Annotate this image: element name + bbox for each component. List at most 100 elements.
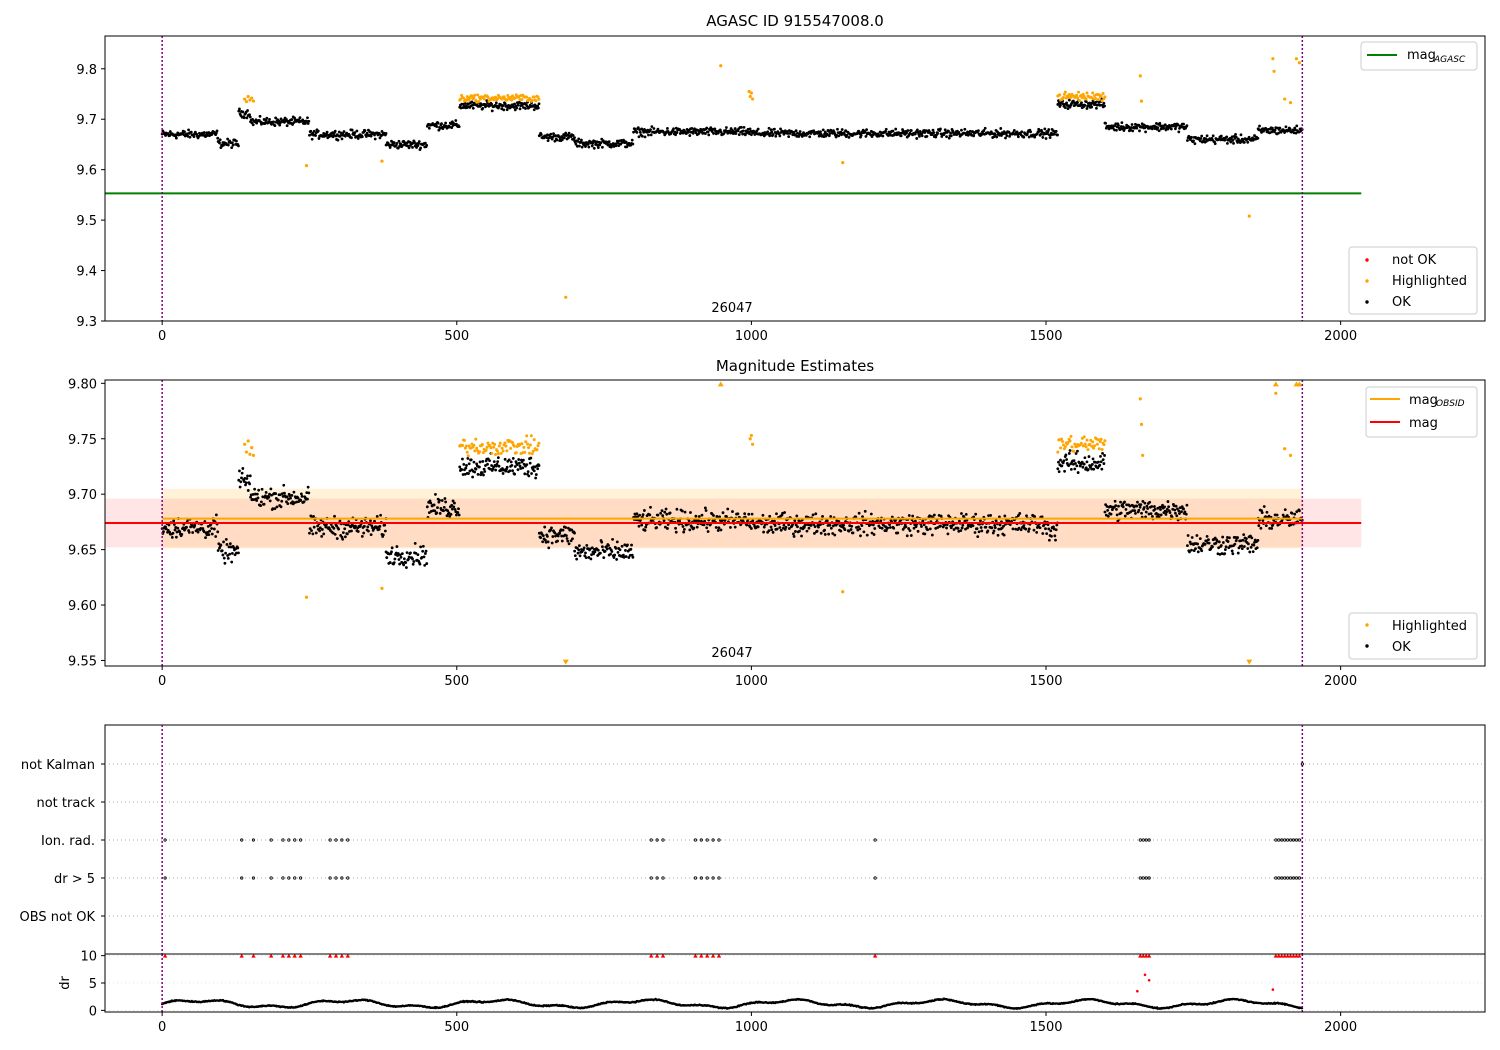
- ok-point: [756, 127, 760, 131]
- ok-point: [864, 135, 868, 138]
- ok-point: [748, 127, 752, 131]
- ok-point: [932, 513, 936, 517]
- highlighted-point: [1288, 100, 1293, 105]
- highlighted-point: [1094, 97, 1098, 101]
- ok-point: [216, 136, 220, 140]
- ok-point: [939, 524, 942, 528]
- ok-point: [1174, 511, 1177, 515]
- ok-point: [590, 144, 594, 148]
- ok-point: [248, 474, 252, 478]
- ok-point: [845, 133, 849, 137]
- ok-point: [1155, 512, 1158, 515]
- ok-point: [1063, 469, 1066, 473]
- ok-point: [648, 513, 652, 517]
- ok-point: [685, 132, 688, 135]
- ok-point: [1119, 500, 1122, 504]
- ok-point: [724, 126, 728, 129]
- ok-point: [607, 544, 610, 547]
- ok-point: [1183, 510, 1187, 514]
- ok-point: [1100, 467, 1104, 471]
- ok-point: [1198, 537, 1202, 540]
- flag-point: [163, 876, 167, 880]
- ok-point: [1141, 500, 1145, 503]
- ok-point: [166, 132, 170, 135]
- ok-point: [306, 485, 310, 489]
- ok-point: [356, 530, 360, 533]
- ok-point: [302, 119, 306, 123]
- ok-point: [1069, 467, 1073, 471]
- ok-point: [734, 132, 738, 135]
- ok-point: [457, 507, 460, 511]
- flag-point: [1138, 876, 1142, 880]
- agasc-data: [105, 36, 1362, 321]
- ok-point: [577, 548, 581, 552]
- ok-point: [634, 515, 637, 519]
- ok-point: [1221, 541, 1225, 544]
- ok-point: [436, 121, 440, 125]
- ok-point: [541, 534, 545, 538]
- ok-point: [721, 511, 725, 515]
- ok-point: [332, 526, 336, 530]
- ok-point: [390, 550, 393, 554]
- ok-point: [1185, 124, 1189, 128]
- ok-point: [532, 469, 536, 473]
- highlighted-point: [505, 98, 509, 102]
- ok-point: [273, 124, 277, 128]
- flag-point: [693, 838, 698, 842]
- ok-point: [975, 527, 979, 531]
- ok-point: [886, 526, 889, 530]
- ok-point: [356, 137, 360, 140]
- x-tick-label: 2000: [1324, 674, 1357, 689]
- ok-point: [642, 509, 646, 512]
- ok-point: [490, 109, 494, 113]
- ok-point: [1225, 135, 1229, 139]
- highlighted-point: [520, 97, 524, 101]
- ok-point: [828, 523, 832, 527]
- ok-point: [1047, 527, 1051, 531]
- ok-point: [1150, 515, 1154, 518]
- ok-point: [980, 529, 984, 533]
- ok-point: [1140, 122, 1144, 126]
- ok-point: [630, 138, 634, 142]
- flag-point: [340, 838, 344, 842]
- ok-point: [1059, 103, 1062, 107]
- ok-point: [688, 528, 692, 532]
- ok-point: [904, 525, 908, 529]
- ok-point: [590, 546, 594, 550]
- highlighted-point: [470, 94, 474, 98]
- ok-point: [847, 135, 851, 139]
- ok-point: [589, 557, 593, 561]
- ok-point: [172, 519, 176, 523]
- ok-point: [842, 523, 845, 527]
- agasc-legend-top: mag AGASC: [1360, 41, 1478, 71]
- magnitude-annotation: 26047: [711, 646, 752, 661]
- ok-point: [1131, 509, 1135, 512]
- ok-point: [463, 102, 467, 105]
- ok-point: [1207, 541, 1211, 545]
- ok-point: [1231, 552, 1235, 556]
- ok-point: [259, 500, 263, 504]
- ok-point: [566, 539, 570, 543]
- ok-point: [871, 523, 875, 527]
- highlighted-point: [523, 450, 527, 454]
- ok-point: [899, 134, 903, 138]
- highlighted-point: [243, 442, 247, 446]
- flag-point: [328, 838, 332, 842]
- ok-point: [1138, 505, 1142, 509]
- ok-point: [312, 129, 316, 133]
- ok-point: [787, 527, 791, 530]
- ok-point: [896, 531, 900, 535]
- ok-point: [1062, 459, 1066, 463]
- ok-point: [397, 139, 401, 143]
- ok-point: [843, 528, 847, 532]
- ok-point: [457, 125, 461, 129]
- ok-point: [552, 132, 555, 136]
- ok-point: [718, 515, 722, 519]
- ok-point: [413, 141, 416, 144]
- ok-point: [549, 132, 553, 136]
- highlighted-point: [1060, 437, 1064, 441]
- ok-point: [923, 532, 927, 536]
- ok-point: [447, 511, 451, 515]
- ok-point: [268, 499, 272, 503]
- ok-point: [362, 524, 366, 528]
